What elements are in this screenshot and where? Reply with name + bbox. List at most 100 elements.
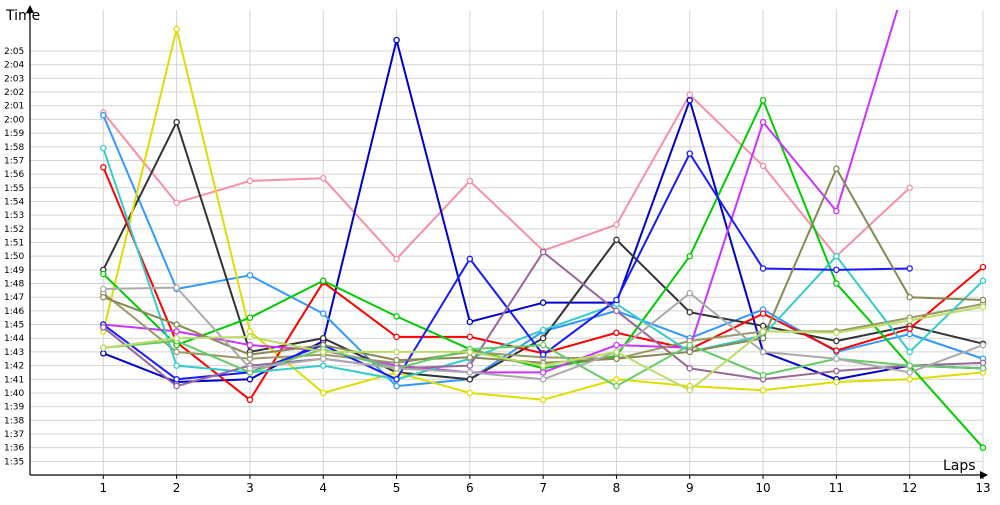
- data-point: [319, 348, 327, 356]
- data-point: [319, 389, 327, 397]
- data-point: [686, 252, 694, 260]
- data-point: [393, 356, 400, 364]
- data-point: [759, 386, 767, 394]
- data-point: [100, 293, 107, 301]
- y-tick-label: 1:49: [4, 266, 24, 276]
- data-point: [173, 334, 180, 342]
- data-point: [466, 177, 474, 185]
- series-16: [100, 303, 987, 394]
- y-tick-label: 1:47: [4, 293, 24, 303]
- data-point: [613, 341, 620, 349]
- data-point: [319, 355, 327, 362]
- y-tick-label: 1:44: [4, 334, 24, 344]
- data-point: [613, 376, 620, 383]
- data-point: [759, 328, 767, 335]
- data-point: [759, 348, 767, 356]
- x-tick-label: 11: [829, 481, 844, 495]
- data-point: [686, 365, 694, 372]
- y-tick-label: 1:57: [4, 156, 24, 166]
- series-line: [103, 10, 899, 374]
- data-point: [613, 307, 620, 315]
- data-point: [393, 333, 400, 341]
- data-point: [759, 118, 767, 126]
- data-point: [393, 313, 400, 320]
- y-tick-label: 2:02: [4, 88, 24, 98]
- data-point: [246, 333, 254, 341]
- y-tick-label: 1:53: [4, 211, 24, 221]
- data-point: [100, 112, 107, 119]
- data-point: [393, 348, 400, 356]
- y-tick-label: 1:35: [4, 457, 24, 467]
- data-point: [833, 337, 840, 345]
- series: [100, 10, 987, 451]
- y-tick-label: 2:05: [4, 47, 24, 57]
- data-point: [539, 362, 547, 369]
- x-tick-label: 7: [539, 481, 547, 495]
- data-point: [246, 376, 254, 383]
- y-tick-label: 2:04: [4, 61, 24, 71]
- data-point: [173, 118, 180, 126]
- data-point: [686, 308, 694, 316]
- data-point: [246, 341, 254, 349]
- y-tick-label: 1:51: [4, 239, 24, 249]
- y-tick-label: 1:58: [4, 143, 24, 153]
- data-point: [173, 25, 180, 33]
- data-point: [246, 396, 254, 404]
- data-point: [686, 150, 694, 157]
- x-tick-label: 1: [99, 481, 107, 495]
- data-point: [979, 303, 987, 311]
- data-point: [539, 376, 547, 383]
- data-point: [466, 333, 474, 341]
- data-point: [906, 369, 913, 376]
- data-point: [100, 144, 107, 152]
- data-point: [539, 369, 547, 376]
- y-tick-label: 1:50: [4, 252, 24, 262]
- y-tick-label: 1:43: [4, 348, 24, 358]
- data-point: [393, 36, 400, 44]
- data-point: [906, 376, 913, 383]
- data-point: [319, 277, 327, 285]
- data-point: [539, 299, 547, 306]
- data-point: [759, 310, 767, 317]
- y-tick-label: 1:36: [4, 444, 24, 454]
- data-point: [906, 293, 913, 301]
- x-tick-label: 5: [393, 481, 401, 495]
- data-point: [759, 97, 767, 104]
- x-tick-label: 12: [902, 481, 917, 495]
- data-point: [833, 207, 840, 215]
- data-point: [613, 296, 620, 304]
- data-point: [979, 359, 987, 367]
- data-point: [539, 396, 547, 404]
- y-tick-label: 2:01: [4, 102, 24, 112]
- data-point: [979, 277, 987, 285]
- data-point: [466, 348, 474, 356]
- data-point: [686, 97, 694, 104]
- axes: Time Laps: [5, 5, 988, 479]
- series-line: [102, 152, 910, 381]
- data-point: [613, 236, 620, 244]
- data-point: [833, 252, 840, 260]
- x-tick-label: 8: [613, 481, 621, 495]
- data-point: [759, 322, 767, 330]
- data-point: [686, 91, 694, 99]
- data-point: [100, 164, 107, 171]
- y-tick-label: 1:45: [4, 321, 24, 331]
- data-point: [906, 317, 913, 324]
- data-point: [466, 376, 474, 383]
- data-point: [393, 255, 400, 263]
- data-point: [613, 221, 620, 228]
- data-point: [173, 284, 180, 291]
- data-point: [539, 334, 547, 342]
- data-point: [173, 382, 180, 390]
- data-point: [759, 162, 767, 170]
- y-tick-label: 1:39: [4, 403, 24, 413]
- data-point: [979, 365, 987, 372]
- data-point: [319, 334, 327, 342]
- data-point: [319, 310, 327, 317]
- x-tick-label: 2: [173, 481, 181, 495]
- y-tick-label: 1:46: [4, 307, 24, 317]
- data-point: [466, 369, 474, 376]
- data-point: [100, 285, 107, 293]
